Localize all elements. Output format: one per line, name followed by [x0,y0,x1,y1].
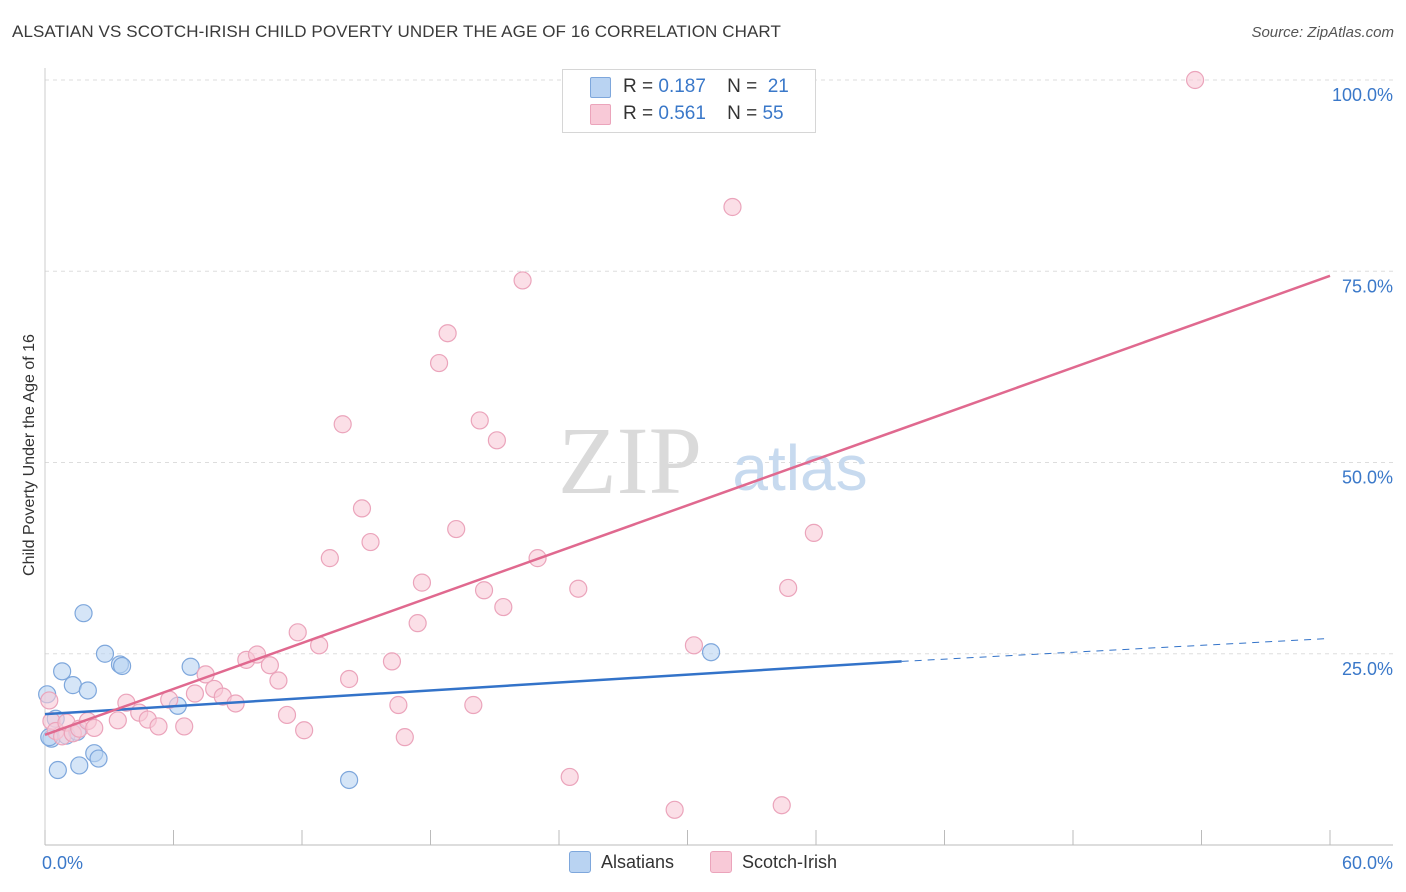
scotch-irish-point [772,796,791,815]
alsatian-legend-swatch [568,851,591,873]
legend-label-alsatians: Alsatians [600,851,674,872]
legend-item-alsatians: Alsatians [568,851,674,873]
scotch-irish-point [470,411,489,430]
scotch-irish-point [185,684,205,703]
chart-title: ALSATIAN VS SCOTCH-IRISH CHILD POVERTY U… [12,22,781,41]
alsatian-swatch [590,76,611,98]
alsatian-point [48,760,67,780]
scotch-irish-point [513,271,532,290]
scotch-irish-point [569,579,588,598]
watermark-atlas: atlas [732,432,867,504]
scotch-irish-point [464,695,483,715]
scotch-irish-point [395,728,414,747]
scotch-irish-point [438,324,457,343]
scotch-irish-point [723,197,742,217]
scotch-irish-point [108,711,127,730]
scotch-irish-trend-line [44,274,1331,737]
scotch-irish-point [474,581,494,600]
alsatian-trend-extension [901,637,1331,662]
scotch-irish-point [352,499,372,518]
scotch-irish-point [389,695,408,715]
alsatian-point [181,657,200,676]
scotch-irish-point [320,549,339,568]
alsatian-point [53,662,72,681]
scotch-irish-point [487,431,506,450]
alsatian-point [95,644,115,663]
scotch-irish-point [288,623,307,642]
scotch-irish-point [340,669,359,689]
x-tick-label: 60.0% [1342,853,1393,873]
scotch-irish-point [149,717,168,736]
alsatian-point [340,770,359,790]
y-tick-label: 25.0% [1342,659,1393,679]
legend-item-scotch-irish: Scotch-Irish [710,851,837,873]
scotch-irish-point [260,656,279,675]
scotch-irish-point [269,671,288,690]
scotch-irish-point [295,721,314,740]
scotch-irish-point [382,652,402,671]
scotch-irish-point [560,767,579,787]
scotch-irish-point [277,705,297,725]
bottom-legend: Alsatians Scotch-Irish [0,851,1406,873]
scotch-irish-point [408,614,427,633]
tick-labels: 25.0% 50.0% 75.0% 100.0% 0.0% 60.0% [42,85,1393,873]
scotch-irish-point [412,573,432,592]
alsatian-trend-line [44,660,902,716]
scotch-irish-point [494,597,513,617]
scotch-irish-point [684,636,704,655]
data-points [38,70,1205,819]
scotch-legend-swatch [710,851,732,873]
watermark-zip: ZIP [558,407,702,514]
scotch-irish-point [779,578,798,598]
scotch-irish-point [333,415,352,434]
stats-legend: R = 0.187 N = 21 R = 0.561 N = 55 [562,69,816,133]
stats-label: R = 0.561 N = 55 [623,103,784,124]
scotch-irish-point [429,353,449,373]
scotch-irish-point [40,691,59,710]
y-tick-label: 50.0% [1342,468,1393,488]
scotch-swatch [590,103,611,125]
scotch-irish-point [665,800,684,819]
y-axis-label: Child Poverty Under the Age of 16 [21,334,38,576]
x-tick-label: 0.0% [42,853,83,873]
alsatian-point [74,604,93,623]
alsatian-point [701,643,721,662]
y-tick-label: 100.0% [1332,85,1393,105]
scotch-irish-point [1185,70,1205,90]
scotch-irish-point [361,532,380,552]
watermark: ZIP atlas [558,407,868,514]
alsatian-point [112,656,132,676]
scotch-irish-point [447,519,466,539]
source-label: Source: ZipAtlas.com [1251,24,1394,41]
y-tick-label: 75.0% [1342,276,1393,296]
alsatian-point [70,756,89,775]
trend-lines [44,274,1331,737]
grid-lines [45,79,1393,655]
scotch-irish-point [85,718,104,738]
stats-label: R = 0.187 N = 21 [623,76,789,97]
scotch-irish-point [175,717,194,736]
axes [44,68,1393,846]
legend-label-scotch-irish: Scotch-Irish [742,851,838,872]
alsatian-point [89,749,108,768]
scotch-irish-point [804,523,823,542]
alsatian-point [78,681,97,700]
